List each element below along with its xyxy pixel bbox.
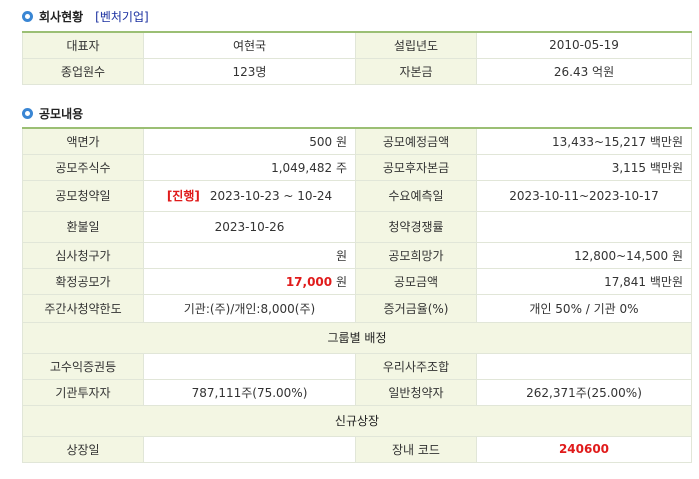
subscription-date-value: 2023-10-23 ~ 10-24: [209, 189, 333, 203]
expected-amount-label: 공모예정금액: [355, 127, 477, 155]
table-row: 확정공모가 17,000 원 공모금액 17,841 백만원: [22, 267, 692, 295]
table-row: 신규상장: [22, 404, 692, 437]
institution-value: 787,111주(75.00%): [143, 378, 356, 406]
section-title: 회사현황: [39, 9, 84, 24]
listing-date-value: [143, 435, 356, 463]
venture-badge: [벤처기업]: [95, 9, 149, 24]
deposit-rate-value: 개인 50% / 기관 0%: [476, 293, 692, 323]
offering-amount-label: 공모금액: [355, 267, 477, 295]
founded-label: 설립년도: [355, 31, 477, 59]
company-section-header: 회사현황 [벤처기업]: [22, 8, 149, 24]
capital-label: 자본금: [355, 57, 477, 85]
table-row: 공모청약일 [진행] 2023-10-23 ~ 10-24 수요예측일 2023-…: [22, 179, 692, 212]
high-yield-value: [143, 352, 356, 380]
offering-info-table: 액면가 500 원 공모예정금액 13,433~15,217 백만원 공모주식수…: [22, 127, 692, 463]
offering-amount-value: 17,841 백만원: [476, 267, 692, 295]
subscription-date-cell: [진행] 2023-10-23 ~ 10-24: [143, 179, 356, 212]
review-price-value: 원: [143, 241, 356, 269]
status-badge: [진행]: [166, 189, 200, 203]
high-yield-label: 고수익증권등: [22, 352, 144, 380]
competition-value: [476, 210, 692, 243]
ceo-value: 여현국: [143, 31, 356, 59]
table-row: 공모주식수 1,049,482 주 공모후자본금 3,115 백만원: [22, 153, 692, 181]
table-row: 상장일 장내 코드 240600: [22, 435, 692, 463]
fixed-price-cell: 17,000 원: [143, 267, 356, 295]
founded-value: 2010-05-19: [476, 31, 692, 59]
desired-price-label: 공모희망가: [355, 241, 477, 269]
face-value-value: 500 원: [143, 127, 356, 155]
retail-label: 일반청약자: [355, 378, 477, 406]
capital-value: 26.43 억원: [476, 57, 692, 85]
bullet-icon: [22, 107, 33, 119]
group-allocation-header: 그룹별 배정: [22, 321, 692, 354]
table-row: 기관투자자 787,111주(75.00%) 일반청약자 262,371주(25…: [22, 378, 692, 406]
listing-date-label: 상장일: [22, 435, 144, 463]
table-row: 종업원수 123명 자본금 26.43 억원: [22, 57, 692, 85]
table-row: 액면가 500 원 공모예정금액 13,433~15,217 백만원: [22, 127, 692, 155]
fixed-price-value: 17,000: [285, 274, 333, 289]
refund-date-value: 2023-10-26: [143, 210, 356, 243]
demand-forecast-value: 2023-10-11~2023-10-17: [476, 179, 692, 212]
desired-price-value: 12,800~14,500 원: [476, 241, 692, 269]
table-row: 그룹별 배정: [22, 321, 692, 354]
table-row: 고수익증권등 우리사주조합: [22, 352, 692, 380]
demand-forecast-label: 수요예측일: [355, 179, 477, 212]
table-row: 대표자 여현국 설립년도 2010-05-19: [22, 31, 692, 59]
offering-section-header: 공모내용: [22, 105, 83, 121]
subscription-date-label: 공모청약일: [22, 179, 144, 212]
refund-date-label: 환불일: [22, 210, 144, 243]
section-title: 공모내용: [39, 106, 84, 121]
fixed-price-label: 확정공모가: [22, 267, 144, 295]
new-listing-header: 신규상장: [22, 404, 692, 437]
fixed-price-unit: 원: [332, 274, 347, 289]
ticker-label: 장내 코드: [355, 435, 477, 463]
face-value-label: 액면가: [22, 127, 144, 155]
lead-limit-label: 주간사청약한도: [22, 293, 144, 323]
review-price-label: 심사청구가: [22, 241, 144, 269]
table-row: 심사청구가 원 공모희망가 12,800~14,500 원: [22, 241, 692, 269]
post-capital-value: 3,115 백만원: [476, 153, 692, 181]
shares-label: 공모주식수: [22, 153, 144, 181]
employees-value: 123명: [143, 57, 356, 85]
ticker-cell: 240600: [476, 435, 692, 463]
employees-label: 종업원수: [22, 57, 144, 85]
expected-amount-value: 13,433~15,217 백만원: [476, 127, 692, 155]
employee-union-value: [476, 352, 692, 380]
company-info-table: 대표자 여현국 설립년도 2010-05-19 종업원수 123명 자본금 26…: [22, 31, 692, 85]
ticker-value: 240600: [558, 442, 610, 456]
competition-label: 청약경쟁률: [355, 210, 477, 243]
lead-limit-value: 기관:(주)/개인:8,000(주): [143, 293, 356, 323]
institution-label: 기관투자자: [22, 378, 144, 406]
ceo-label: 대표자: [22, 31, 144, 59]
employee-union-label: 우리사주조합: [355, 352, 477, 380]
deposit-rate-label: 증거금율(%): [355, 293, 477, 323]
bullet-icon: [22, 10, 33, 22]
post-capital-label: 공모후자본금: [355, 153, 477, 181]
shares-value: 1,049,482 주: [143, 153, 356, 181]
retail-value: 262,371주(25.00%): [476, 378, 692, 406]
table-row: 환불일 2023-10-26 청약경쟁률: [22, 210, 692, 243]
table-row: 주간사청약한도 기관:(주)/개인:8,000(주) 증거금율(%) 개인 50…: [22, 293, 692, 323]
